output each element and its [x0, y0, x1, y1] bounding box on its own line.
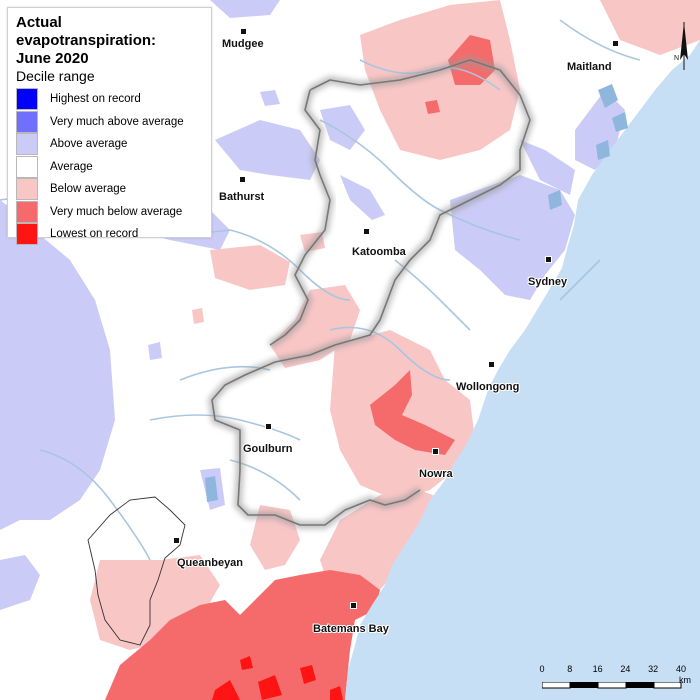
legend-label: Below average: [50, 183, 127, 196]
town-marker-sydney: [545, 256, 552, 263]
place-label-batemans-bay: Batemans Bay: [313, 623, 389, 635]
lowest-on-record-regions: [212, 656, 343, 700]
scale-bar-graphic: [542, 682, 682, 689]
legend-swatch: [16, 88, 38, 111]
legend-item: Below average: [16, 178, 203, 201]
scale-tick-label: 40: [675, 664, 687, 674]
town-marker-maitland: [612, 40, 619, 47]
place-label-sydney: Sydney: [528, 276, 568, 288]
scale-unit: km: [679, 675, 691, 685]
place-label-bathurst: Bathurst: [219, 191, 265, 203]
ocean: [345, 40, 700, 700]
legend-swatch: [16, 133, 38, 156]
scale-tick-label: 24: [620, 664, 631, 674]
svg-text:N: N: [674, 55, 679, 62]
town-marker-goulburn: [265, 423, 272, 430]
town-marker-batemans-bay: [350, 602, 357, 609]
legend-swatch: [16, 200, 38, 223]
town-marker-mudgee: [240, 28, 247, 35]
scale-tick-label: 32: [648, 664, 659, 674]
town-marker-bathurst: [239, 176, 246, 183]
place-label-katoomba: Katoomba: [352, 246, 406, 258]
place-label-wollongong: Wollongong: [456, 381, 520, 393]
legend-label: Highest on record: [50, 93, 141, 106]
legend-swatch: [16, 223, 38, 246]
legend-title-date: June 2020: [16, 50, 89, 67]
place-label-goulburn: Goulburn: [243, 443, 293, 455]
legend-subtitle: Decile range: [16, 68, 95, 84]
legend-item: Above average: [16, 133, 203, 156]
legend-item: Average: [16, 155, 203, 179]
legend-item: Very much above average: [16, 110, 203, 134]
legend-label: Very much above average: [50, 115, 184, 128]
place-label-maitland: Maitland: [567, 61, 612, 73]
place-label-mudgee: Mudgee: [222, 38, 264, 50]
town-marker-katoomba: [363, 228, 370, 235]
legend-label: Very much below average: [50, 205, 183, 218]
place-label-nowra: Nowra: [419, 468, 453, 480]
legend-items: Highest on record Very much above average…: [16, 88, 203, 246]
town-marker-queanbeyan: [173, 537, 180, 544]
below-average-regions: [90, 0, 700, 650]
map-legend: Actual evapotranspiration: June 2020 Dec…: [7, 7, 212, 246]
legend-title: Actual evapotranspiration:: [16, 14, 157, 49]
legend-label: Above average: [50, 138, 128, 151]
scale-tick-label: 8: [567, 664, 573, 674]
legend-item: Lowest on record: [16, 223, 203, 246]
north-arrow-icon: N: [674, 22, 688, 70]
scale-tick-label: 16: [592, 664, 603, 674]
town-marker-nowra: [432, 448, 439, 455]
legend-item: Highest on record: [16, 88, 203, 111]
legend-label: Lowest on record: [50, 228, 139, 241]
scale-tick-label: 0: [539, 664, 545, 674]
legend-item: Very much below average: [16, 200, 203, 224]
legend-label: Average: [50, 160, 93, 173]
catchment-boundary: [208, 56, 534, 529]
place-label-queanbeyan: Queanbeyan: [177, 557, 244, 569]
legend-swatch: [16, 178, 38, 201]
act-border: [87, 496, 186, 646]
legend-swatch: [16, 110, 38, 133]
scale-bar: 0 8 16 24 32 40 km: [538, 664, 691, 694]
town-marker-wollongong: [488, 361, 495, 368]
legend-swatch: [16, 155, 38, 178]
water-bodies: [205, 84, 628, 502]
